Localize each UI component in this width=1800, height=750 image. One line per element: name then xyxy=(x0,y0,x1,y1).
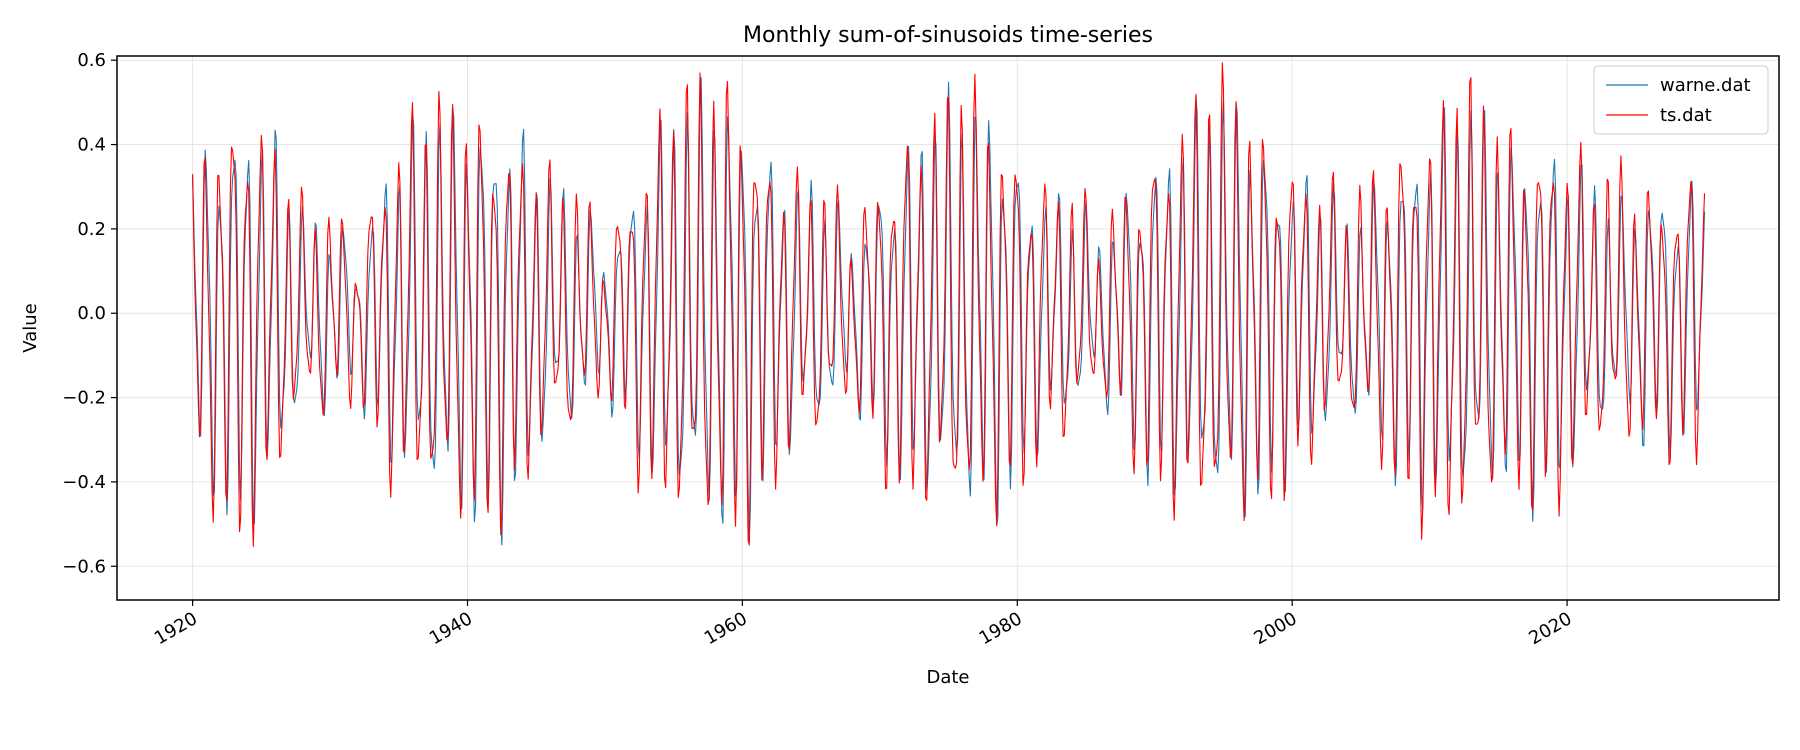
series-line-ts-dat xyxy=(192,62,1706,548)
series-layer xyxy=(192,62,1706,548)
x-tick-label: 1940 xyxy=(426,608,476,649)
y-tick-label: 0.2 xyxy=(77,219,106,240)
series-line-warne-dat xyxy=(192,77,1706,546)
y-tick-label: 0.6 xyxy=(77,50,106,71)
y-axis-title: Value xyxy=(20,303,41,352)
legend-label-warne: warne.dat xyxy=(1660,75,1751,96)
y-tick-label: −0.6 xyxy=(62,556,106,577)
legend: warne.dat ts.dat xyxy=(1593,65,1769,135)
y-tick-label: −0.2 xyxy=(62,388,106,409)
x-tick-label: 1920 xyxy=(151,608,201,649)
x-tick-label: 2020 xyxy=(1525,608,1575,649)
x-tick-label: 2000 xyxy=(1251,608,1301,649)
plot-frame xyxy=(116,55,1780,601)
legend-box xyxy=(1593,65,1769,135)
x-axis-title: Date xyxy=(926,667,969,688)
x-tick-label: 1980 xyxy=(976,608,1026,649)
legend-label-ts: ts.dat xyxy=(1660,105,1712,126)
y-tick-label: 0.4 xyxy=(77,135,106,156)
y-tick-label: 0.0 xyxy=(77,303,106,324)
x-axis: 1920 1940 1960 1980 2000 2020 xyxy=(151,600,1576,649)
x-tick-label: 1960 xyxy=(701,608,751,649)
y-tick-label: −0.4 xyxy=(62,472,106,493)
y-axis: 0.6 0.4 0.2 0.0 −0.2 −0.4 −0.6 xyxy=(62,50,117,577)
chart-title: Monthly sum-of-sinusoids time-series xyxy=(743,23,1153,48)
